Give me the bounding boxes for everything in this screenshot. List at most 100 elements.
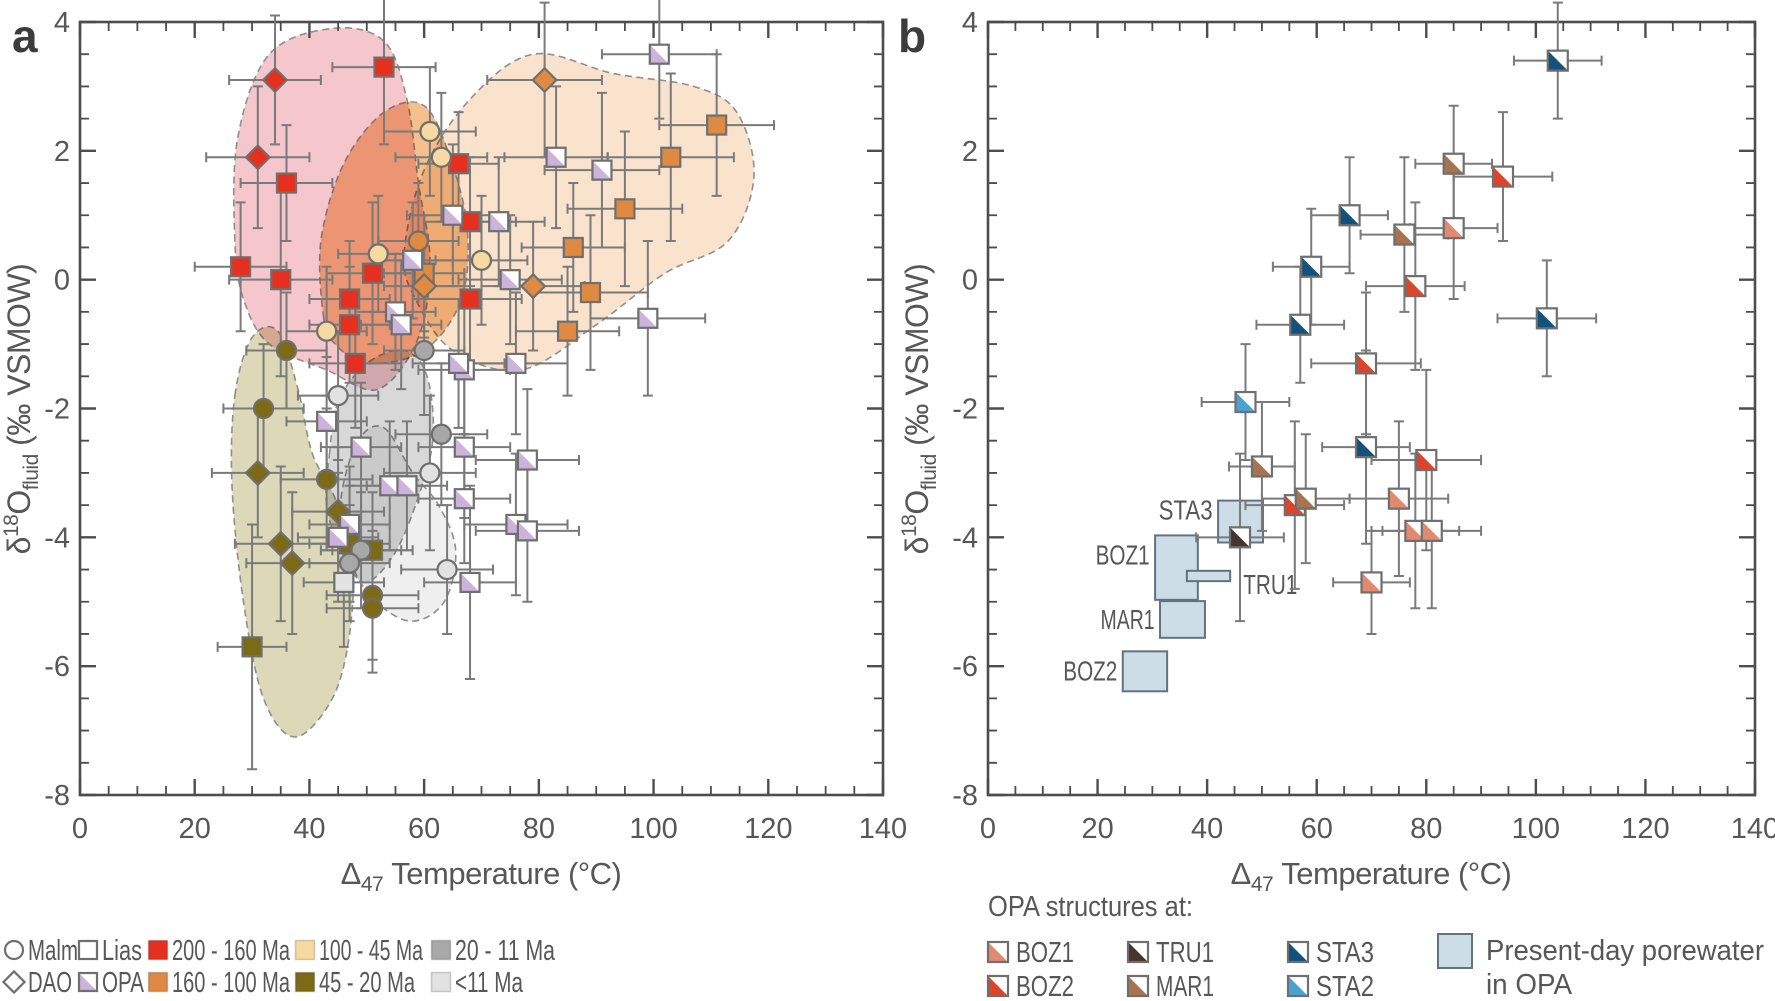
data-point-opa-opa-fill bbox=[460, 572, 480, 592]
data-point-sta2-fill bbox=[1235, 392, 1256, 413]
data-point-boz1-fill bbox=[1361, 572, 1382, 593]
x-axis-title-b: Δ47 Temperature (°C) bbox=[1231, 856, 1512, 896]
y-tick-label: 2 bbox=[54, 136, 70, 168]
data-point-boz2-border bbox=[1354, 352, 1378, 375]
legend-label-boz2: BOZ2 bbox=[1016, 971, 1074, 1001]
data-point-opa-opa bbox=[591, 159, 613, 181]
series-160-100-ma-lias bbox=[413, 114, 728, 342]
data-point-45-20-ma-malm bbox=[252, 397, 275, 420]
data-point-opa-opa bbox=[505, 352, 527, 375]
data-point-boz1-fill bbox=[1421, 520, 1442, 541]
data-point-opa-opa-border bbox=[402, 249, 424, 271]
legend-marker-sta3-fill bbox=[1288, 942, 1308, 962]
data-point-sta3 bbox=[1300, 255, 1323, 278]
data-point-opa-opa-fill bbox=[638, 308, 658, 328]
porewater-box-label-sta3: STA3 bbox=[1159, 494, 1213, 525]
data-point-opa-opa bbox=[379, 475, 401, 497]
data-point-sta3-fill bbox=[1339, 205, 1360, 226]
legend-porewater-swatch bbox=[1437, 933, 1473, 969]
data-point-200-160-ma-lias bbox=[344, 352, 366, 375]
legend-marker-mar1-border bbox=[1126, 974, 1150, 998]
legend-label-20-11-ma: 20 - 11 Ma bbox=[455, 935, 556, 967]
data-point-sta3-fill bbox=[1356, 437, 1377, 458]
data-point-mar1-border bbox=[1393, 223, 1416, 246]
age-fields bbox=[230, 27, 755, 738]
legend-label-sta2: STA2 bbox=[1316, 971, 1374, 1001]
y-tick-label: -6 bbox=[44, 651, 70, 683]
data-point-opa-opa-border bbox=[516, 520, 538, 542]
series-boz2 bbox=[1283, 165, 1515, 517]
data-point-opa-opa-fill bbox=[380, 476, 400, 496]
data-point-opa-opa-fill bbox=[403, 250, 423, 270]
data-point-opa-opa bbox=[459, 571, 481, 594]
data-point-sta3 bbox=[1354, 436, 1378, 459]
legend-marker-lias bbox=[77, 939, 99, 961]
data-point-sta3-border bbox=[1289, 313, 1312, 336]
y-tick-label: 2 bbox=[962, 136, 978, 168]
data-point-opa-opa-border bbox=[453, 488, 475, 510]
legend-label-mar1: MAR1 bbox=[1156, 971, 1214, 1001]
legend-marker-boz2 bbox=[986, 974, 1010, 998]
data-point-opa-opa bbox=[442, 204, 464, 226]
x-tick-label: 40 bbox=[1191, 813, 1223, 845]
series-sta2 bbox=[1234, 390, 1257, 414]
legend-marker-sta2-fill bbox=[1288, 976, 1308, 996]
data-point-opa-opa-fill bbox=[546, 147, 566, 167]
data-point-200-160-ma-lias bbox=[230, 256, 252, 278]
legend-label-dao: DAO bbox=[28, 967, 72, 999]
data-point-opa-opa bbox=[648, 43, 670, 65]
legend-marker-sta2 bbox=[1286, 974, 1310, 998]
data-point-opa-opa-border bbox=[316, 410, 338, 432]
series-160-100-ma-malm bbox=[407, 230, 430, 252]
data-point-boz2-fill bbox=[1405, 276, 1426, 297]
data-point-opa-opa-border bbox=[327, 526, 349, 548]
legend-marker-sta3 bbox=[1286, 940, 1310, 964]
series-mar1 bbox=[1250, 152, 1465, 510]
data-point-20-11-ma-malm bbox=[430, 423, 452, 445]
data-point-200-160-ma-lias bbox=[361, 262, 384, 284]
y-tick-label: -2 bbox=[952, 394, 978, 426]
y-tick-label: 0 bbox=[54, 265, 70, 297]
data-point-opa-opa-fill bbox=[328, 527, 348, 547]
legend-b-title: OPA structures at: bbox=[988, 891, 1193, 923]
data-point-160-100-ma-lias bbox=[614, 198, 636, 220]
data-point-200-160-ma-lias bbox=[459, 288, 481, 310]
data-point-sta3-border bbox=[1535, 307, 1558, 330]
porewater-box-boz1 bbox=[1154, 534, 1199, 601]
series-200-160-ma-lias bbox=[230, 56, 481, 375]
legend-marker-sta2-border bbox=[1286, 974, 1310, 998]
data-point-45-20-ma-dao bbox=[267, 530, 295, 558]
x-tick-label: 100 bbox=[629, 813, 677, 845]
data-point-opa-opa-fill bbox=[449, 353, 469, 373]
data-point-opa-opa-border bbox=[442, 204, 464, 226]
data-point-45-20-ma-malm bbox=[316, 468, 338, 490]
data-point-200-160-ma-lias bbox=[270, 269, 292, 291]
data-point-200-160-ma-lias bbox=[338, 314, 361, 336]
series-20-11-ma-malm bbox=[338, 339, 452, 574]
data-point-boz2-border bbox=[1404, 275, 1427, 298]
legend-label-sta3: STA3 bbox=[1316, 937, 1374, 969]
data-point-boz1 bbox=[1420, 519, 1443, 542]
data-point-sta3 bbox=[1546, 49, 1569, 72]
legend-marker-opa-border bbox=[77, 971, 99, 993]
x-tick-label: 140 bbox=[859, 813, 907, 845]
porewater-box-mar1 bbox=[1159, 600, 1206, 639]
y-axis-title-b: δ18Ofluid (‰ VSMOW) bbox=[898, 264, 941, 555]
data-point-opa-opa bbox=[499, 269, 521, 291]
legend-label-11-ma: <11 Ma bbox=[455, 967, 524, 999]
porewater-box-label-boz2: BOZ2 bbox=[1063, 655, 1117, 686]
data-point-boz2 bbox=[1354, 352, 1378, 375]
x-tick-label: 60 bbox=[1301, 813, 1333, 845]
data-point-20-11-ma-malm bbox=[413, 339, 435, 362]
data-point-160-100-ma-dao bbox=[410, 272, 438, 300]
data-point-opa-opa-border bbox=[447, 352, 470, 375]
data-point-160-100-ma-dao bbox=[531, 66, 558, 94]
x-tick-label: 140 bbox=[1731, 813, 1775, 845]
legend-marker-opa bbox=[77, 971, 99, 993]
data-point-opa-opa-border bbox=[545, 146, 567, 168]
data-point-sta3 bbox=[1535, 307, 1558, 330]
data-point-boz2 bbox=[1491, 165, 1515, 188]
data-point-200-160-ma-lias bbox=[275, 172, 298, 194]
